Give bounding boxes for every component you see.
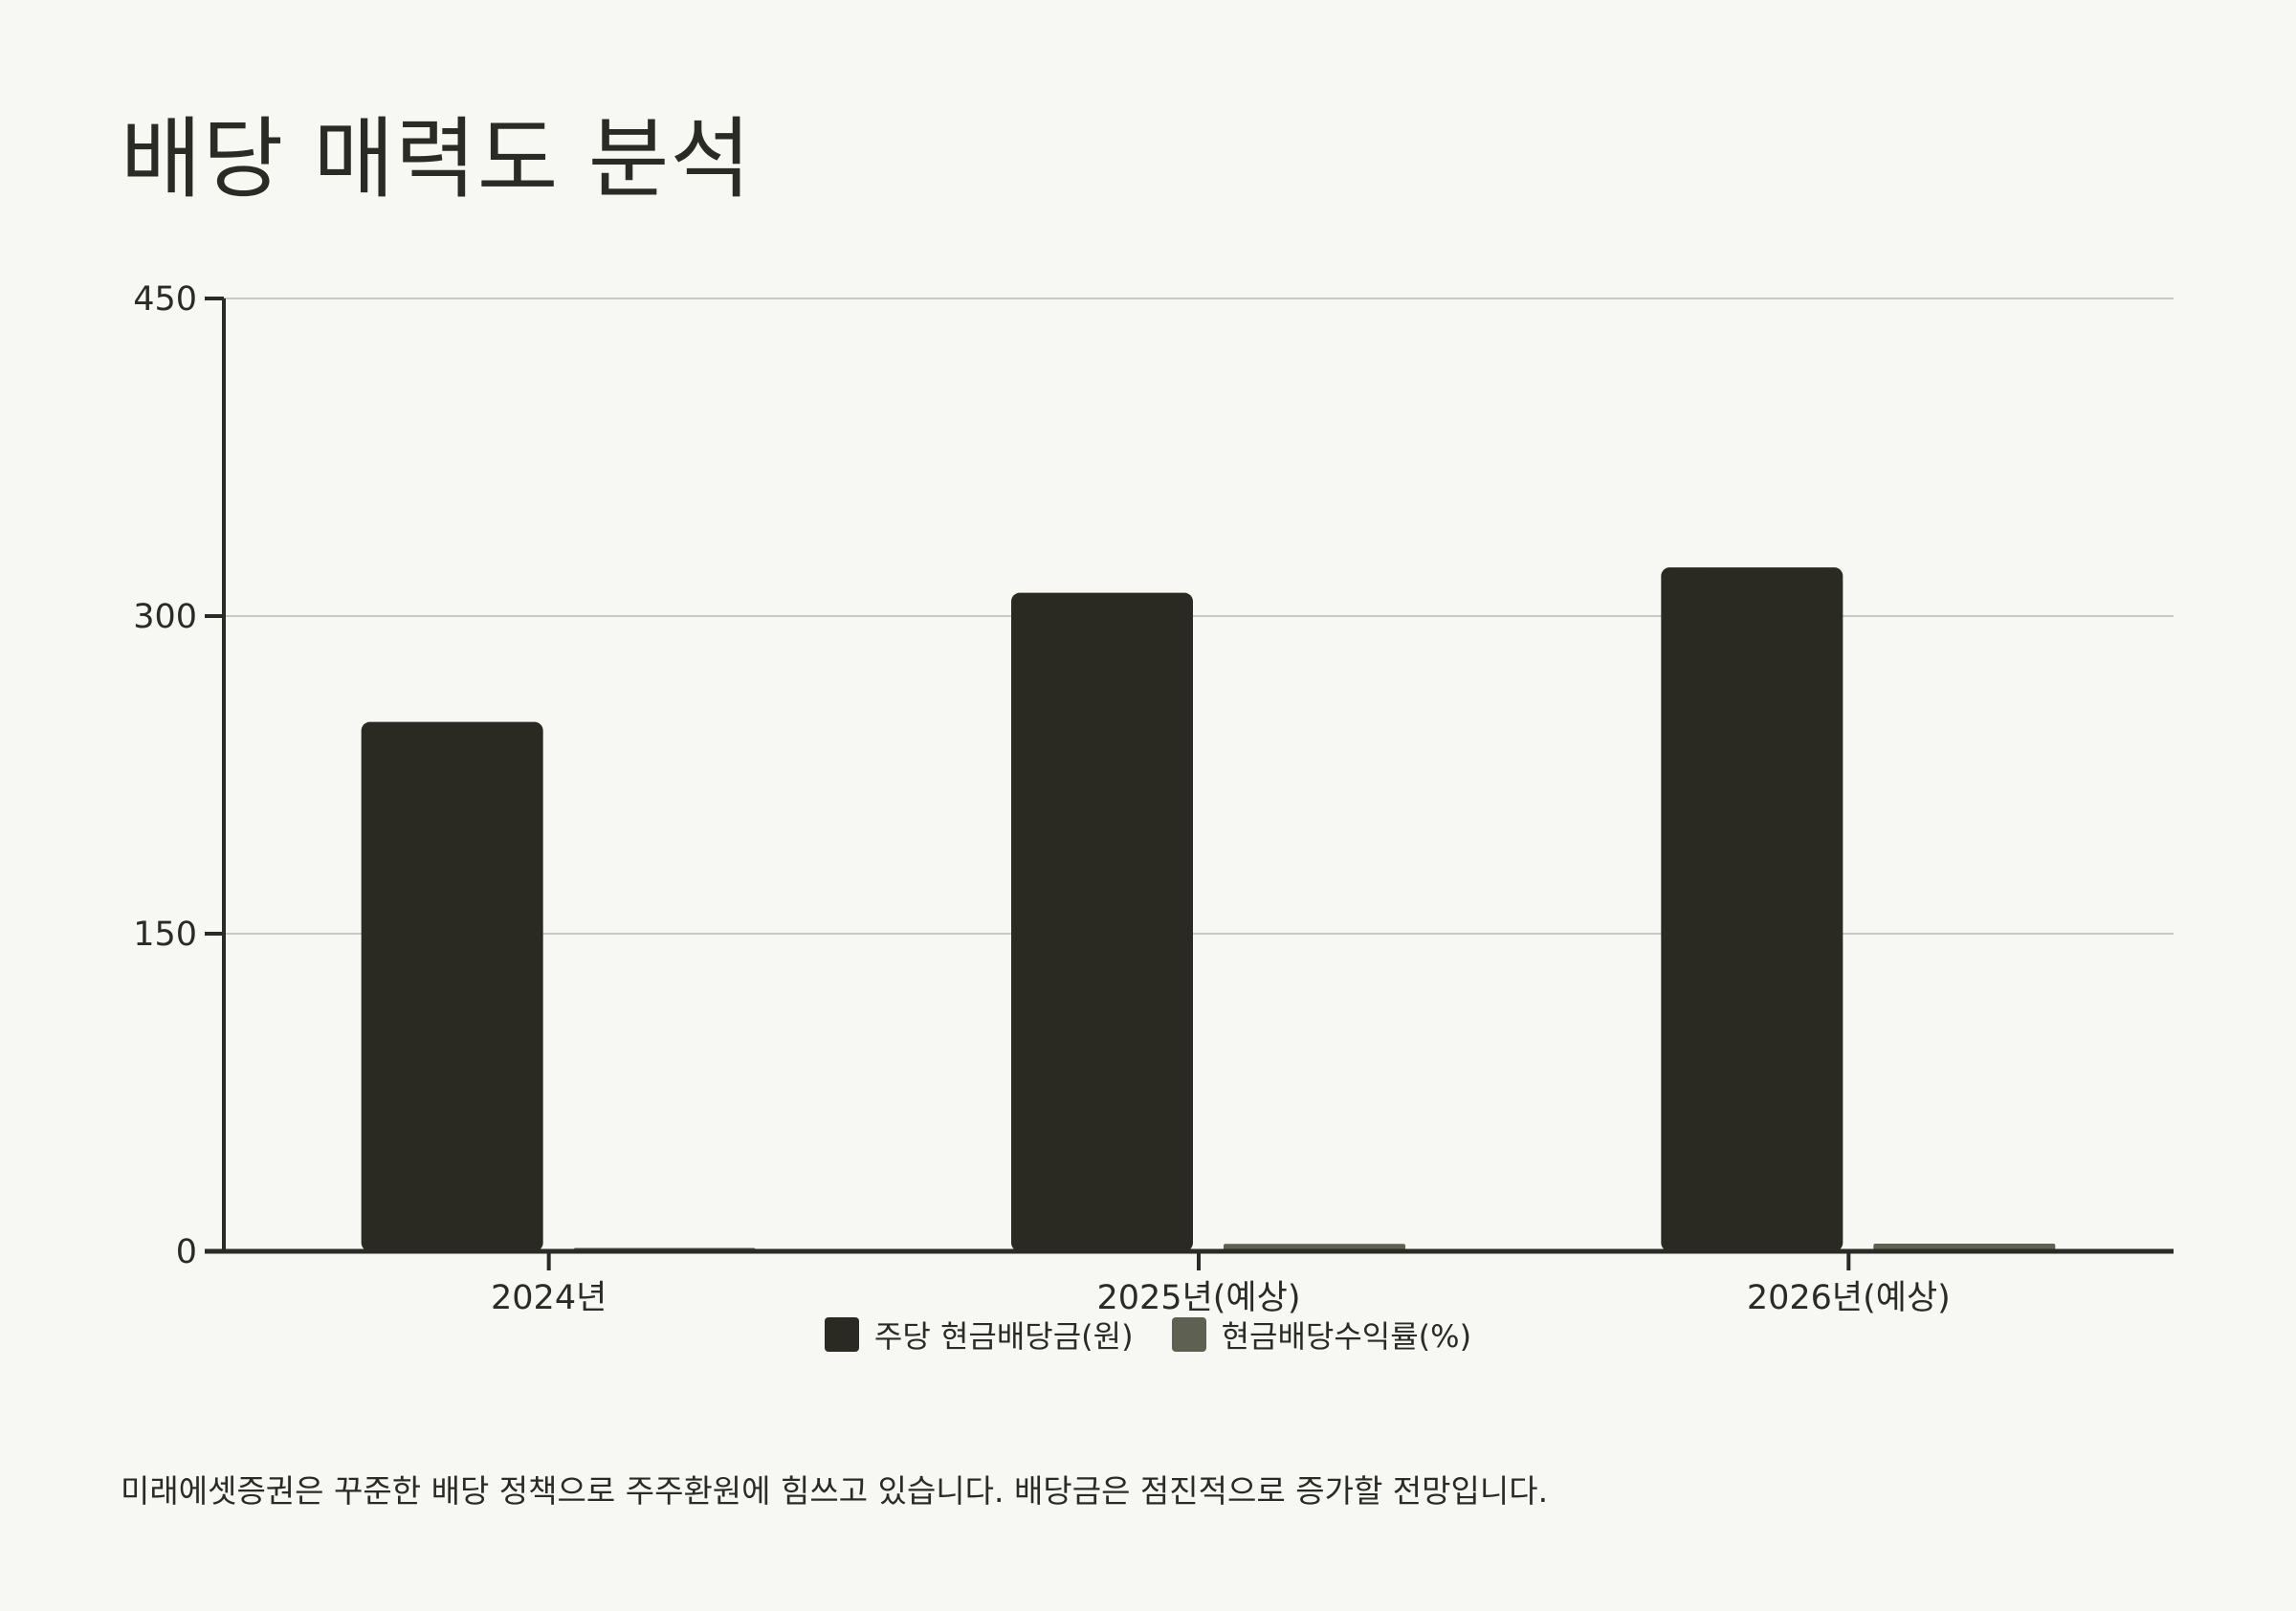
legend-swatch-dividend [824,1317,859,1352]
footnote: 미래에셋증권은 꾸준한 배당 정책으로 주주환원에 힘쓰고 있습니다. 배당금은… [121,1472,1549,1510]
axes [205,297,2174,1270]
x-tick-label: 2025년(예상) [1097,1279,1301,1317]
legend-item-yield[interactable]: 현금배당수익률(%) [1171,1313,1472,1357]
legend-item-dividend[interactable]: 주당 현금배당금(원) [824,1313,1134,1357]
bar-dividend-1[interactable] [1011,592,1193,1251]
x-tick-label: 2026년(예상) [1747,1279,1951,1317]
legend-label-yield: 현금배당수익률(%) [1221,1318,1472,1355]
y-tick-label: 0 [176,1233,197,1271]
legend: 주당 현금배당금(원) 현금배당수익률(%) [0,1313,2296,1357]
legend-swatch-yield [1171,1317,1206,1352]
y-tick-label: 450 [133,280,197,319]
bar-dividend-2[interactable] [1661,567,1843,1251]
bars [361,567,2056,1251]
y-tick-label: 150 [133,916,197,954]
legend-label-dividend: 주당 현금배당금(원) [873,1318,1134,1355]
gridlines [224,298,2174,935]
x-tick-label: 2024년 [491,1279,607,1317]
tick-labels: 0 150 300 450 2024년 2025년(예상) 2026년(예상) [133,280,1951,1317]
bar-dividend-0[interactable] [361,721,543,1251]
chart-title: 배당 매력도 분석 [121,108,752,210]
y-tick-label: 300 [133,598,197,636]
